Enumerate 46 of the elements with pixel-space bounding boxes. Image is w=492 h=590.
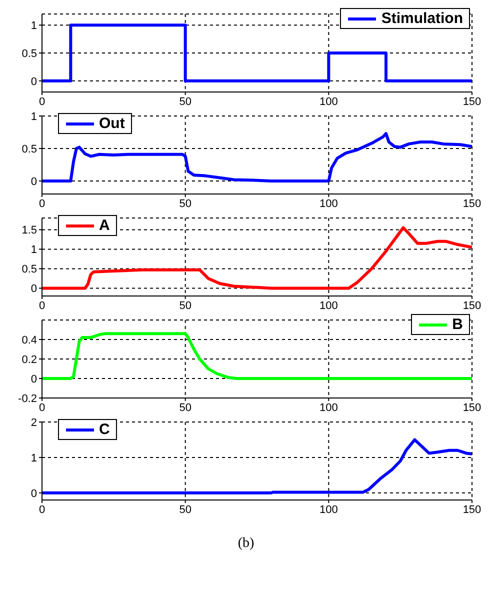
x-tick-label: 100 bbox=[319, 198, 338, 210]
x-tick-label: 50 bbox=[179, 96, 192, 108]
x-tick-label: 0 bbox=[38, 300, 46, 312]
legend-label: Stimulation bbox=[381, 10, 463, 27]
x-tick-label: 0 bbox=[38, 96, 46, 108]
y-tick-label: 2 bbox=[30, 416, 37, 429]
y-tick-label: 0 bbox=[30, 176, 37, 188]
x-tick-label: 0 bbox=[38, 402, 46, 414]
line-series bbox=[42, 332, 472, 380]
y-tick-label: 0.5 bbox=[22, 48, 37, 60]
x-tick-label: 50 bbox=[179, 402, 192, 414]
x-tick-label: 0 bbox=[38, 198, 46, 210]
y-tick-label: 1 bbox=[30, 244, 37, 256]
y-tick-label: 0 bbox=[30, 488, 37, 500]
x-tick-label: 50 bbox=[179, 300, 192, 312]
x-tick-label: 100 bbox=[319, 504, 338, 516]
legend-label: A bbox=[99, 217, 110, 234]
y-tick-label: 0.4 bbox=[22, 334, 37, 346]
x-tick-label: 150 bbox=[462, 96, 482, 108]
y-tick-label: 0.5 bbox=[22, 264, 37, 276]
y-tick-label: 0.2 bbox=[22, 354, 37, 366]
legend-label: C bbox=[99, 421, 110, 438]
y-tick-label: -0.2 bbox=[18, 392, 37, 405]
x-tick-label: 150 bbox=[462, 504, 482, 516]
x-tick-label: 100 bbox=[319, 300, 338, 312]
x-tick-label: 0 bbox=[38, 504, 46, 516]
y-tick-label: 0 bbox=[30, 373, 37, 386]
legend-label: Out bbox=[99, 115, 125, 132]
x-tick-label: 100 bbox=[319, 402, 338, 414]
x-tick-label: 50 bbox=[179, 198, 192, 210]
x-tick-label: 150 bbox=[462, 198, 482, 210]
y-tick-label: 1 bbox=[30, 20, 37, 32]
y-tick-label: 1 bbox=[30, 452, 37, 464]
x-tick-label: 50 bbox=[179, 504, 192, 516]
y-tick-label: 1.5 bbox=[22, 224, 37, 237]
text: (b) bbox=[236, 536, 256, 552]
y-tick-label: 0.5 bbox=[22, 143, 37, 156]
y-tick-label: 0 bbox=[30, 283, 37, 296]
legend-label: B bbox=[452, 316, 463, 333]
x-tick-label: 150 bbox=[462, 300, 482, 312]
x-tick-label: 100 bbox=[319, 96, 338, 108]
line-series bbox=[42, 438, 472, 494]
y-tick-label: 0 bbox=[30, 76, 37, 88]
line-series bbox=[42, 132, 472, 182]
x-tick-label: 150 bbox=[462, 402, 482, 414]
y-tick-label: 1 bbox=[30, 110, 37, 123]
